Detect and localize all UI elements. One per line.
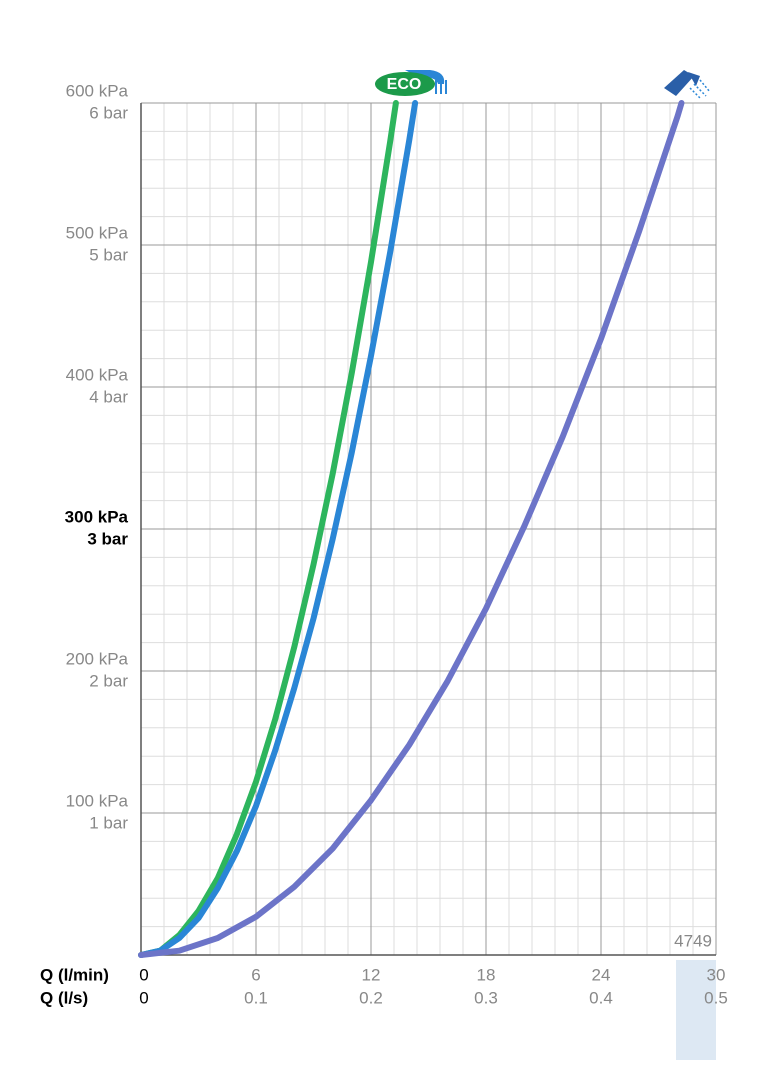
x-tick-label: 24: [592, 965, 611, 984]
y-tick-label: 400 kPa: [66, 365, 129, 384]
x2-tick-label: 0.4: [589, 988, 613, 1007]
eco-icon: ECO: [375, 70, 447, 96]
x2-tick-label: 0.3: [474, 988, 498, 1007]
y-tick-label: 100 kPa: [66, 791, 129, 810]
y2-tick-label: 1 bar: [89, 813, 128, 832]
y2-tick-label: 3 bar: [87, 529, 128, 548]
y-tick-label: 500 kPa: [66, 223, 129, 242]
eco-label: ECO: [387, 76, 422, 93]
y-tick-label: 200 kPa: [66, 649, 129, 668]
series-line: [138, 100, 685, 958]
y2-tick-label: 6 bar: [89, 103, 128, 122]
x2-tick-label: 0.1: [244, 988, 268, 1007]
y2-tick-label: 4 bar: [89, 387, 128, 406]
shower-icon: [664, 70, 711, 99]
y2-tick-label: 5 bar: [89, 245, 128, 264]
x2-tick-label: 0: [139, 988, 148, 1007]
watermark-block: [676, 960, 716, 1060]
x2-tick-label: 0.5: [704, 988, 728, 1007]
x-tick-label: 0: [139, 965, 148, 984]
x-tick-label: 30: [707, 965, 726, 984]
x-tick-label: 6: [251, 965, 260, 984]
x-tick-label: 18: [477, 965, 496, 984]
y-tick-label: 300 kPa: [65, 507, 129, 526]
x2-tick-label: 0.2: [359, 988, 383, 1007]
series-line: [138, 100, 419, 958]
y2-tick-label: 2 bar: [89, 671, 128, 690]
x-tick-label: 12: [362, 965, 381, 984]
annotation: 4749: [674, 931, 712, 950]
x-axis-label: Q (l/min): [40, 965, 109, 984]
x2-axis-label: Q (l/s): [40, 988, 88, 1007]
y-tick-label: 600 kPa: [66, 81, 129, 100]
